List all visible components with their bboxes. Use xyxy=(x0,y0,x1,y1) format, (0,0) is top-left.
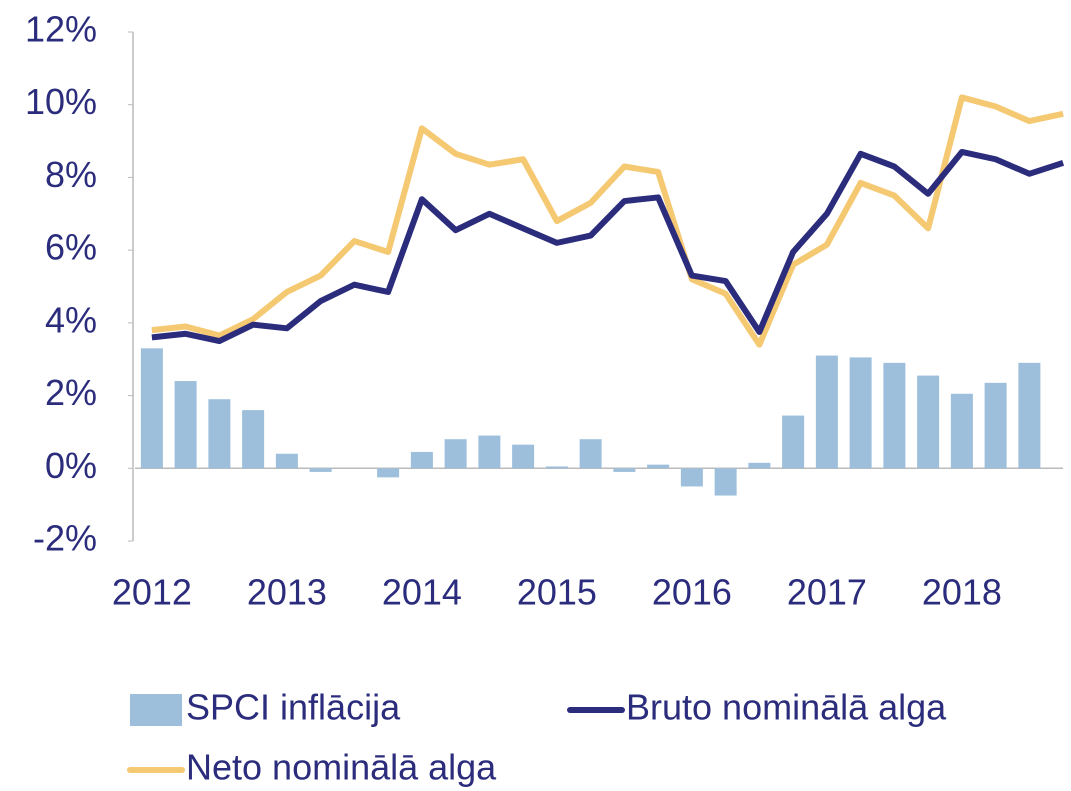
bar xyxy=(444,439,467,469)
x-tick-label: 2017 xyxy=(787,572,867,613)
bar xyxy=(140,348,163,469)
bar xyxy=(647,464,670,469)
bar xyxy=(917,375,940,469)
bar xyxy=(174,381,197,469)
bar xyxy=(545,466,568,469)
y-tick-label: 12% xyxy=(25,9,97,50)
y-tick-label: 2% xyxy=(45,372,97,413)
line xyxy=(151,94,1064,348)
bar xyxy=(748,462,771,469)
bar xyxy=(613,468,636,472)
legend-swatch xyxy=(130,694,182,726)
x-tick-label: 2013 xyxy=(247,572,327,613)
x-tick-label: 2015 xyxy=(517,572,597,613)
bar xyxy=(309,468,332,472)
bar xyxy=(950,393,973,469)
y-tick-label: 6% xyxy=(45,227,97,268)
legend-label: SPCI inflācija xyxy=(186,687,401,728)
y-tick-label: -2% xyxy=(33,518,97,559)
x-tick-label: 2014 xyxy=(382,572,462,613)
bar xyxy=(579,439,602,469)
bar xyxy=(410,451,433,469)
line xyxy=(151,148,1065,345)
legend-label: Bruto nominālā alga xyxy=(626,687,947,728)
legend-label: Neto nominālā alga xyxy=(186,747,497,788)
bar xyxy=(275,453,298,469)
bar xyxy=(242,410,265,469)
x-tick-label: 2018 xyxy=(922,572,1002,613)
bar xyxy=(815,355,838,469)
bar xyxy=(984,382,1007,469)
bar xyxy=(782,415,805,469)
bar xyxy=(512,444,535,469)
y-tick-label: 8% xyxy=(45,154,97,195)
bar xyxy=(1018,362,1041,469)
x-tick-label: 2012 xyxy=(112,572,192,613)
bar xyxy=(849,357,872,469)
y-tick-label: 10% xyxy=(25,81,97,122)
y-tick-label: 0% xyxy=(45,445,97,486)
bar xyxy=(883,362,906,469)
bar xyxy=(208,399,231,469)
y-tick-label: 4% xyxy=(45,299,97,340)
bar xyxy=(478,435,501,469)
x-tick-label: 2016 xyxy=(652,572,732,613)
bar xyxy=(377,468,400,478)
bar xyxy=(680,468,703,487)
bar xyxy=(714,468,737,496)
